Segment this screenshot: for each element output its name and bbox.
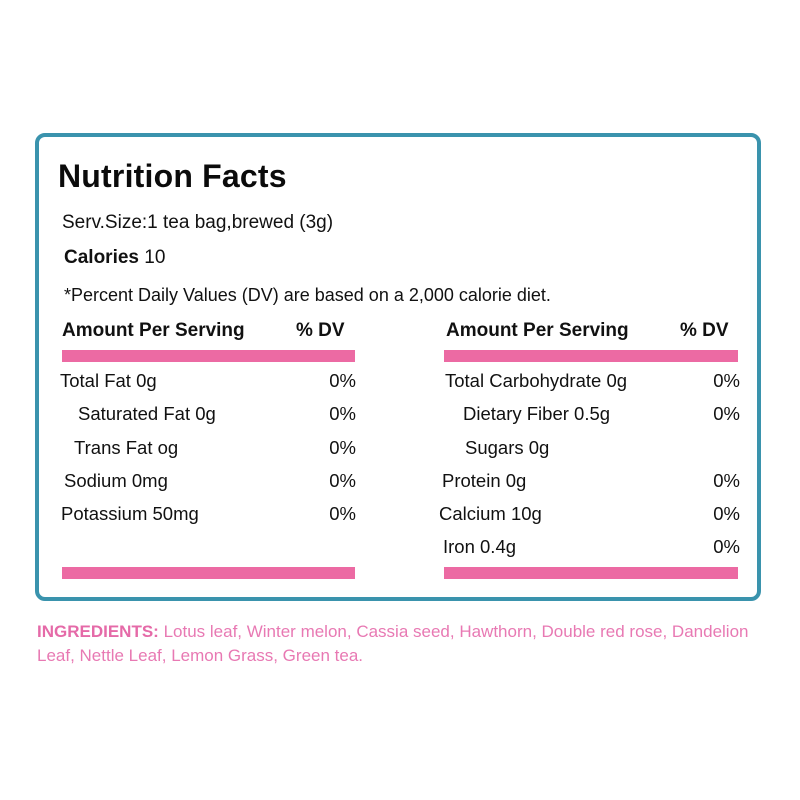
nutrition-title: Nutrition Facts [58, 158, 287, 194]
left-row-dv: 0% [329, 437, 356, 458]
calories-value: 10 [144, 247, 166, 268]
right-row-dv: 0% [713, 470, 740, 491]
calories-label: Calories [64, 247, 139, 268]
ingredients-label: INGREDIENTS: [37, 622, 159, 641]
right-top-bar [444, 350, 738, 362]
left-header-dv: % DV [296, 320, 345, 341]
left-row-label: Trans Fat og [74, 437, 179, 458]
left-row-label: Potassium 50mg [61, 503, 199, 524]
left-row-label: Saturated Fat 0g [78, 403, 216, 424]
nutrition-panel [35, 133, 761, 601]
calories-line: Calories 10 [64, 247, 165, 269]
right-row-dv: 0% [713, 536, 740, 557]
right-bottom-bar [444, 567, 738, 579]
right-header-amount: Amount Per Serving [446, 320, 629, 341]
right-row-label: Sugars 0g [465, 437, 550, 458]
right-row-dv: 0% [713, 370, 740, 391]
ingredients-list: Lotus leaf, Winter melon, Cassia seed, H… [37, 622, 749, 665]
right-row-label: Total Carbohydrate 0g [445, 370, 628, 391]
right-row-label: Dietary Fiber 0.5g [463, 403, 611, 424]
right-row-label: Protein 0g [442, 470, 527, 491]
left-row-label: Sodium 0mg [64, 470, 168, 491]
left-top-bar [62, 350, 355, 362]
left-row-label: Total Fat 0g [60, 370, 157, 391]
left-row-dv: 0% [329, 470, 356, 491]
left-row-dv: 0% [329, 370, 356, 391]
right-row-dv: 0% [713, 403, 740, 424]
left-header-amount: Amount Per Serving [62, 320, 245, 341]
dv-note: *Percent Daily Values (DV) are based on … [64, 285, 551, 305]
right-row-label: Calcium 10g [439, 503, 542, 524]
left-bottom-bar [62, 567, 355, 579]
right-row-dv: 0% [713, 503, 740, 524]
right-header-dv: % DV [680, 320, 729, 341]
right-row-label: Iron 0.4g [443, 536, 517, 557]
serving-size: Serv.Size:1 tea bag,brewed (3g) [62, 212, 334, 233]
ingredients-text: INGREDIENTS: Lotus leaf, Winter melon, C… [37, 620, 777, 668]
left-row-dv: 0% [329, 403, 356, 424]
left-row-dv: 0% [329, 503, 356, 524]
